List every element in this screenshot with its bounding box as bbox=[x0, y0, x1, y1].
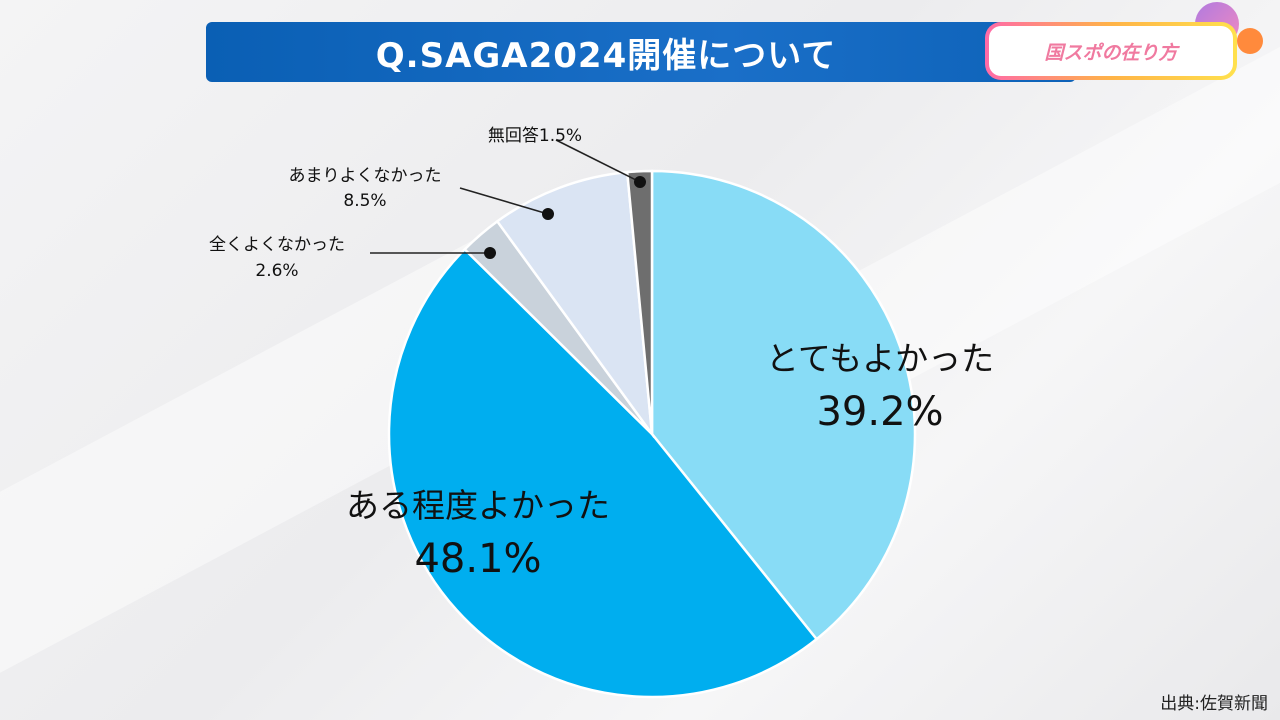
leader-line bbox=[555, 139, 641, 183]
slice-value-label: 39.2% bbox=[816, 389, 943, 435]
slice-totemo bbox=[650, 169, 917, 641]
slice-value-label: 無回答1.5% bbox=[488, 126, 582, 146]
page-title: Q.SAGA2024開催について bbox=[375, 35, 837, 76]
slice-value-label: 2.6% bbox=[255, 261, 298, 281]
leader-dot bbox=[634, 176, 646, 188]
leader-dot bbox=[484, 247, 496, 259]
leader-dot bbox=[542, 208, 554, 220]
source-credit: 出典:佐賀新聞 bbox=[1160, 694, 1268, 714]
leader-line bbox=[459, 187, 549, 215]
title-bar: Q.SAGA2024開催について bbox=[206, 22, 1076, 82]
topic-badge-label: 国スポの在り方 bbox=[989, 26, 1233, 76]
slice-value-label: 48.1% bbox=[414, 536, 541, 582]
slice-mukaitou bbox=[625, 169, 654, 435]
slice-aruteido bbox=[387, 247, 819, 699]
decorative-circle bbox=[1237, 28, 1263, 54]
slice-label: 全くよくなかった bbox=[209, 235, 345, 255]
slice-value-label: 8.5% bbox=[343, 191, 386, 211]
slice-label: ある程度よかった bbox=[346, 486, 610, 525]
slice-label: あまりよくなかった bbox=[289, 166, 442, 186]
slice-label: とてもよかった bbox=[766, 339, 994, 378]
topic-badge: 国スポの在り方 bbox=[985, 22, 1245, 86]
